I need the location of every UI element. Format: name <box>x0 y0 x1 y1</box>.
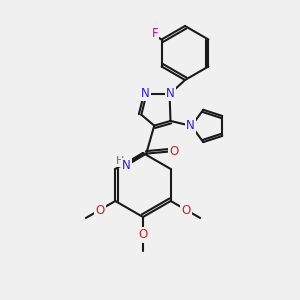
Text: O: O <box>182 203 191 217</box>
Text: N: N <box>122 159 130 172</box>
Text: N: N <box>166 87 175 100</box>
Text: O: O <box>95 203 104 217</box>
Text: F: F <box>152 27 158 40</box>
Text: H: H <box>116 156 124 166</box>
Text: N: N <box>141 87 150 100</box>
Text: N: N <box>186 119 195 132</box>
Text: O: O <box>169 145 179 158</box>
Text: O: O <box>138 229 148 242</box>
